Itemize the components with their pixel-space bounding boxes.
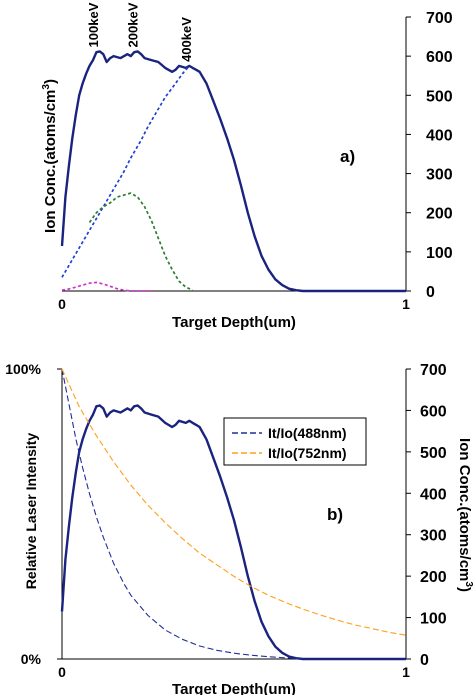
panel-a-ylabel-tail: ) xyxy=(42,79,59,84)
panel-b-right-tick-label: 500 xyxy=(420,445,447,462)
panel-b-xlabel: Target Depth(um) xyxy=(172,681,296,695)
annotation-label: 100keV xyxy=(86,2,101,47)
panel-b-ylabel-right-main: Ion Conc.(atoms/cm xyxy=(456,438,473,581)
panel-b-left-tick-label: 0% xyxy=(21,651,42,667)
panel-b-left-ticks: 0% 100% xyxy=(5,361,62,667)
panel-b-right-tick-label: 700 xyxy=(420,362,447,379)
panel-b-right-tick-label: 600 xyxy=(420,403,447,420)
panel-b-series xyxy=(60,368,407,661)
panel-a-ylabel-main: Ion Conc.(atoms/cm xyxy=(42,90,59,233)
panel-b-right-tick-label: 0 xyxy=(420,652,429,669)
panel-b-ylabel-right-tail: ) xyxy=(456,587,473,592)
panel-a-xtick-label: 0 xyxy=(58,296,66,312)
panel-a-ytick-label: 100 xyxy=(426,245,453,262)
panel-a-ytick-label: 500 xyxy=(426,88,453,105)
panel-a-xtick-label: 1 xyxy=(402,296,410,312)
legend-label-488: It/Io(488nm) xyxy=(268,425,347,441)
panel-b-xtick-label: 0 xyxy=(58,664,66,680)
panel-a-annotations: 100keV 200keV 400keV xyxy=(86,2,194,62)
annotation-label: 200keV xyxy=(126,2,141,47)
panel-a-series xyxy=(60,50,406,293)
panel-b-series-t752 xyxy=(61,368,407,636)
panel-b-ylabel-left: Relative Laser Intensity xyxy=(23,433,39,590)
panel-a-series-total xyxy=(60,50,406,293)
panel-a-ytick-label: 400 xyxy=(426,127,453,144)
panel-b-label: b) xyxy=(327,505,343,524)
legend-box xyxy=(223,417,367,466)
panel-a-y-ticks: 0 100 200 300 400 500 600 700 xyxy=(406,10,453,301)
panel-b-left-tick-label: 100% xyxy=(5,361,41,377)
panel-b-ylabel-right-sup: 3 xyxy=(463,581,474,587)
panel-a-ytick-label: 700 xyxy=(426,10,453,27)
panel-a-ylabel-sup: 3 xyxy=(41,84,52,90)
panel-a-ytick-label: 200 xyxy=(426,206,453,223)
panel-a-ytick-label: 600 xyxy=(426,49,453,66)
panel-b-series-total xyxy=(60,404,406,661)
panel-b-right-tick-label: 400 xyxy=(420,486,447,503)
panel-a-series-e100 xyxy=(88,192,194,291)
panel-b-right-tick-label: 200 xyxy=(420,569,447,586)
panel-a-ylabel: Ion Conc.(atoms/cm3) xyxy=(41,79,59,233)
panel-b-right-tick-label: 100 xyxy=(420,611,447,628)
panel-b-right-tick-label: 300 xyxy=(420,528,447,545)
panel-a-xlabel: Target Depth(um) xyxy=(172,314,296,331)
panel-b-series-t488 xyxy=(61,368,303,660)
panel-a-label: a) xyxy=(340,147,355,166)
legend-label-752: It/Io(752nm) xyxy=(268,445,347,461)
panel-a-ytick-label: 300 xyxy=(426,167,453,184)
panel-a-ytick-label: 0 xyxy=(426,284,435,301)
panel-b-legend: It/Io(488nm) It/Io(752nm) xyxy=(223,417,367,466)
annotation-label: 400keV xyxy=(179,17,194,62)
panel-a-series-e200 xyxy=(61,281,152,292)
panel-b-right-ticks: 0 100 200 300 400 500 600 700 xyxy=(406,362,447,669)
panel-a-series-e400 xyxy=(61,65,190,278)
panel-b-xtick-label: 1 xyxy=(402,664,410,680)
panel-b-ylabel-right: Ion Conc.(atoms/cm3) xyxy=(456,438,474,592)
